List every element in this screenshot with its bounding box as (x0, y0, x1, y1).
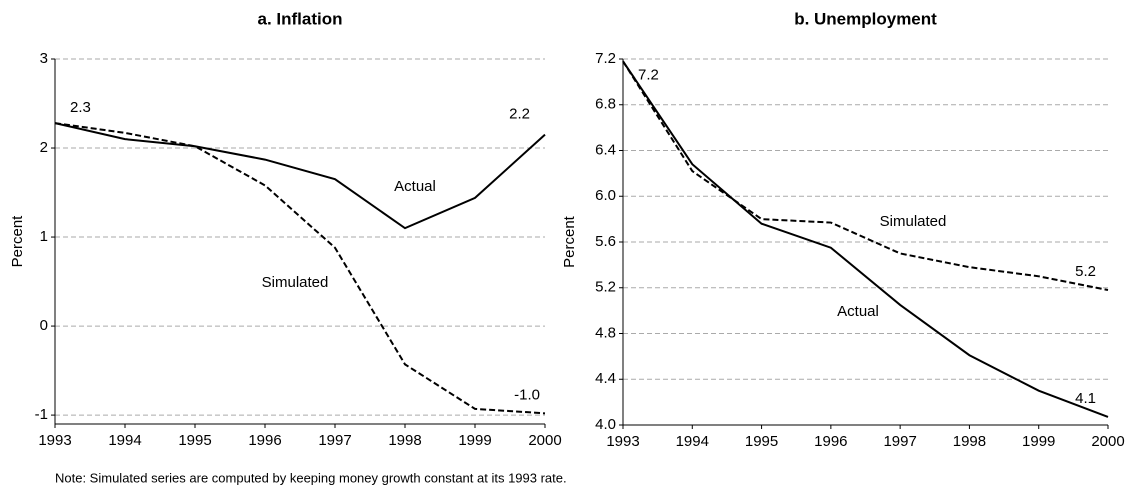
x-tick-label: 1998 (953, 433, 986, 450)
x-tick-label: 1999 (458, 432, 491, 449)
series-label: Actual (837, 303, 879, 320)
chart-title: a. Inflation (258, 9, 343, 28)
y-tick-label: 4.4 (595, 370, 616, 387)
series-line (54, 122, 546, 230)
y-tick-label: 4.0 (595, 416, 616, 433)
x-tick-label: 1994 (676, 433, 709, 450)
y-tick-label: 6.4 (595, 141, 616, 158)
note: Note: Simulated series are computed by k… (55, 470, 567, 485)
y-tick-label: 6.0 (595, 187, 616, 204)
value-label: 5.2 (1075, 263, 1096, 280)
y-axis-label: Percent (9, 215, 26, 268)
value-label: 4.1 (1075, 390, 1096, 407)
series-label: Actual (394, 178, 436, 195)
series-line (622, 60, 1109, 292)
y-tick-label: 2 (40, 139, 48, 156)
y-tick-label: 3 (40, 50, 48, 67)
x-tick-label: 1996 (814, 433, 847, 450)
y-tick-label: 6.8 (595, 96, 616, 113)
y-axis-label: Percent (561, 215, 578, 268)
x-tick-label: 1997 (883, 433, 916, 450)
x-tick-label: 1993 (606, 433, 639, 450)
y-tick-label: 1 (40, 228, 48, 245)
x-tick-label: 2000 (1091, 433, 1124, 450)
value-label: 7.2 (638, 66, 659, 83)
value-label: -1.0 (514, 386, 540, 403)
y-tick-label: 7.2 (595, 50, 616, 67)
value-label: 2.3 (70, 99, 91, 116)
x-tick-label: 1993 (38, 432, 71, 449)
y-tick-label: 5.2 (595, 279, 616, 296)
series-label: Simulated (262, 274, 329, 291)
series-label: Simulated (880, 213, 947, 230)
value-label: 2.2 (509, 106, 530, 123)
x-tick-label: 1997 (318, 432, 351, 449)
x-tick-label: 1994 (108, 432, 141, 449)
y-tick-label: 4.8 (595, 324, 616, 341)
series-line (622, 60, 1109, 418)
x-tick-label: 2000 (528, 432, 561, 449)
x-tick-label: 1999 (1022, 433, 1055, 450)
y-tick-label: -1 (35, 406, 48, 423)
y-tick-label: 5.6 (595, 233, 616, 250)
chart-title: b. Unemployment (794, 9, 937, 28)
x-tick-label: 1995 (178, 432, 211, 449)
series-line (54, 122, 546, 415)
x-tick-label: 1995 (745, 433, 778, 450)
x-tick-label: 1996 (248, 432, 281, 449)
y-tick-label: 0 (40, 317, 48, 334)
x-tick-label: 1998 (388, 432, 421, 449)
